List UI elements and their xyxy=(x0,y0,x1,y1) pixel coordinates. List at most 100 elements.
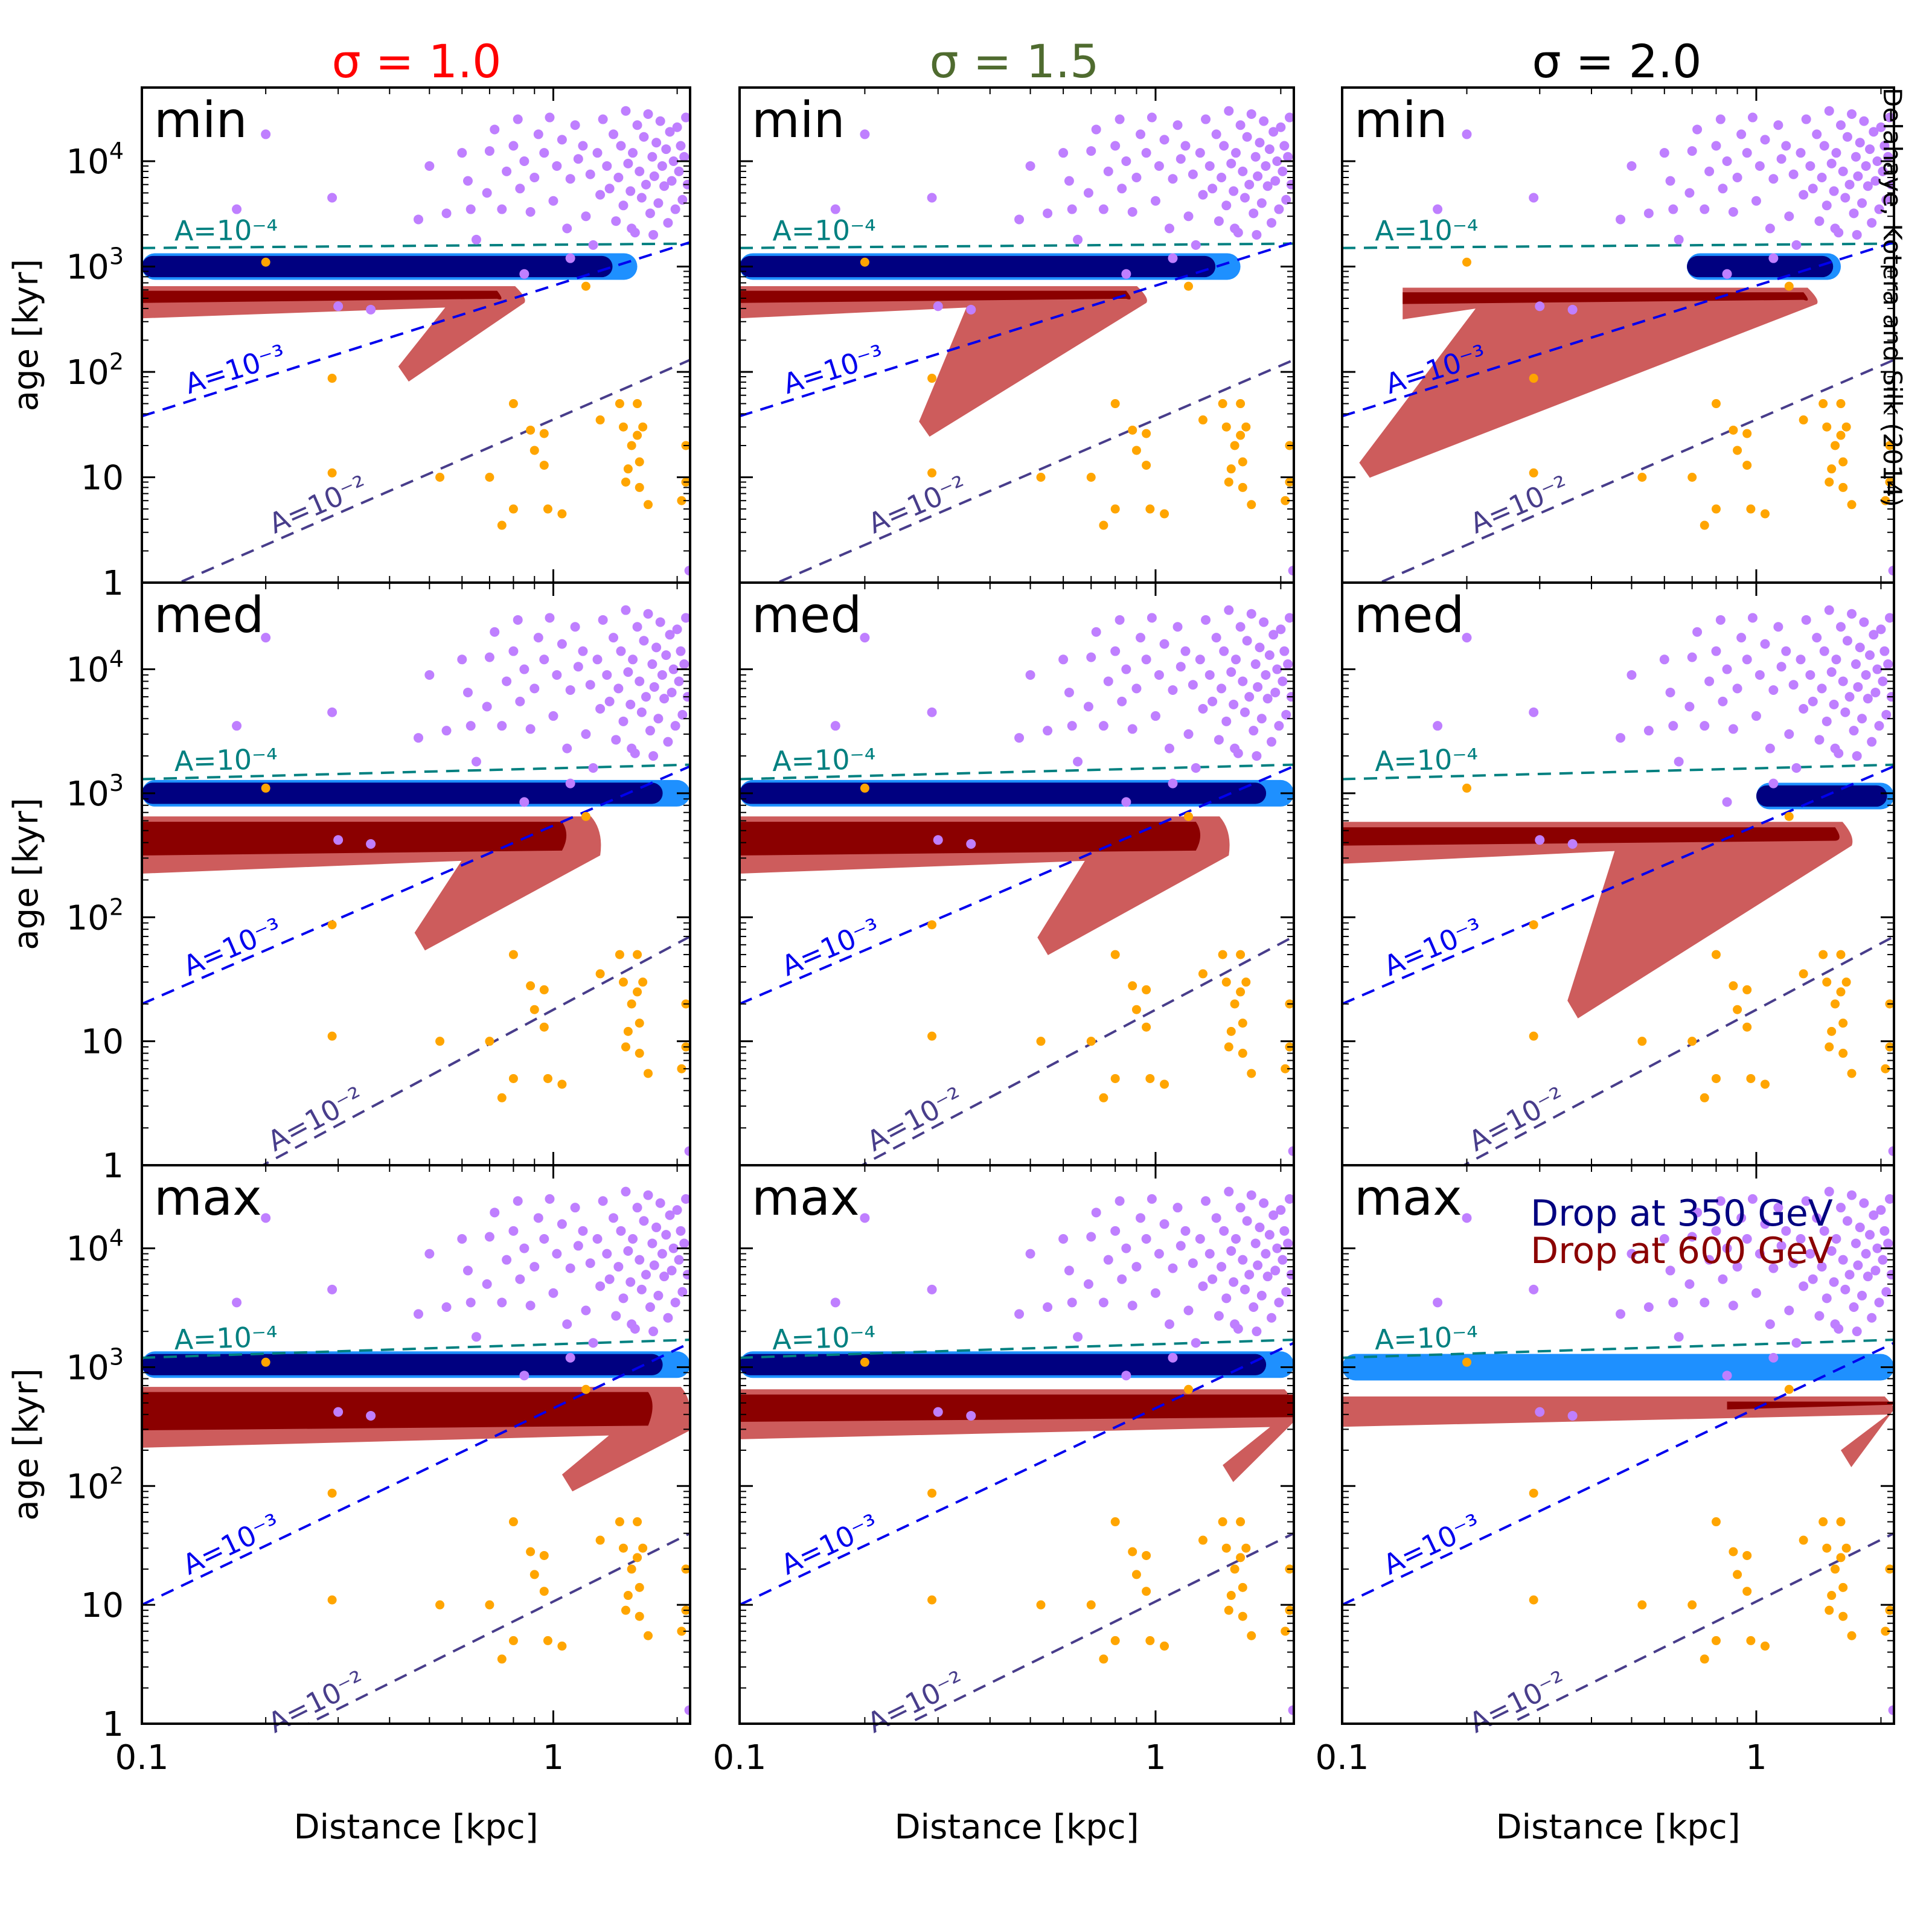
snr-point xyxy=(1529,374,1538,383)
pulsar-point xyxy=(1879,141,1890,151)
pulsar-point xyxy=(1852,229,1862,240)
pulsar-point xyxy=(1760,639,1770,649)
pulsar-point xyxy=(636,1284,647,1294)
pulsar-point xyxy=(602,1249,612,1259)
pulsar-point xyxy=(1172,1203,1183,1213)
panel-label: max xyxy=(752,1169,860,1227)
pulsar-point xyxy=(1242,132,1252,142)
pulsar-point xyxy=(1659,1234,1669,1244)
pulsar-point xyxy=(1567,304,1578,315)
pulsar-point xyxy=(1284,613,1294,623)
snr-point xyxy=(1247,500,1256,510)
snr-point xyxy=(1836,950,1846,959)
pulsar-point xyxy=(1164,743,1174,753)
pulsar-point xyxy=(545,1194,555,1204)
iso-line xyxy=(142,1342,690,1606)
snr-point xyxy=(1742,985,1752,994)
pulsar-point xyxy=(519,269,529,279)
pulsar-point xyxy=(1830,1319,1840,1329)
snr-point xyxy=(1224,477,1233,487)
pulsar-point xyxy=(1117,184,1127,194)
pulsar-point xyxy=(1224,1186,1234,1197)
pulsar-point xyxy=(1261,1249,1271,1259)
pulsar-point xyxy=(632,622,642,632)
snr-point xyxy=(497,1093,507,1102)
pulsar-point xyxy=(1262,694,1273,704)
pulsar-point xyxy=(1231,654,1241,665)
pulsar-point xyxy=(1870,176,1881,186)
snr-point xyxy=(1224,1605,1233,1615)
pulsar-point xyxy=(1238,1255,1248,1265)
pulsar-point xyxy=(502,676,512,686)
pulsar-point xyxy=(1874,1297,1884,1308)
pulsar-point xyxy=(1874,204,1884,214)
pulsar-point xyxy=(482,1279,492,1289)
snr-point xyxy=(1238,1019,1247,1028)
pulsar-point xyxy=(1888,1146,1894,1156)
pulsar-point xyxy=(1665,687,1675,697)
snr-point xyxy=(1110,950,1120,959)
pulsar-point xyxy=(1121,1371,1131,1381)
pulsar-point xyxy=(1224,106,1234,116)
pulsar-point xyxy=(1768,1352,1779,1363)
pulsar-point xyxy=(497,1297,507,1308)
pulsar-point xyxy=(333,301,344,312)
pulsar-point xyxy=(1773,120,1783,130)
snr-point xyxy=(618,1543,628,1553)
panel-frame xyxy=(738,581,1295,1166)
snr-point xyxy=(927,1488,937,1498)
pulsar-point xyxy=(625,699,636,709)
snr-point xyxy=(1687,1037,1697,1046)
pulsar-point xyxy=(1255,138,1265,148)
snr-point xyxy=(1711,1636,1721,1645)
pulsar-point xyxy=(655,116,665,126)
pulsar-point xyxy=(676,141,686,151)
pulsar-point xyxy=(1819,141,1829,151)
pulsar-point xyxy=(1229,699,1239,709)
pulsar-point xyxy=(1230,223,1240,234)
pulsar-point xyxy=(1283,152,1293,162)
pulsar-point xyxy=(465,721,476,731)
pulsar-point xyxy=(1881,1287,1892,1297)
snr-point xyxy=(1238,457,1247,467)
pulsar-point xyxy=(1141,148,1151,158)
pulsar-point xyxy=(1180,141,1191,151)
snr-point xyxy=(643,1069,653,1078)
blue-band-light xyxy=(1342,1354,1894,1381)
x-tick-label: 1 xyxy=(543,1738,565,1777)
snr-point xyxy=(1241,422,1251,432)
pulsar-point xyxy=(1198,1281,1208,1291)
pulsar-point xyxy=(672,624,682,635)
snr-point xyxy=(529,446,539,455)
pulsar-point xyxy=(1043,726,1053,736)
pulsar-point xyxy=(1091,627,1101,637)
pulsar-point xyxy=(966,839,976,849)
pulsar-point xyxy=(1276,122,1286,132)
snr-point xyxy=(1226,464,1236,474)
pulsar-point xyxy=(1722,156,1732,166)
pulsar-point xyxy=(1718,1274,1728,1284)
pulsar-point xyxy=(1083,188,1093,198)
pulsar-point xyxy=(1852,751,1862,761)
pulsar-point xyxy=(1668,1297,1678,1308)
pulsar-point xyxy=(1284,1194,1294,1204)
pulsar-point xyxy=(1147,1194,1157,1204)
snr-point xyxy=(1825,477,1834,487)
pulsar-point xyxy=(1842,132,1852,142)
pulsar-point xyxy=(1665,176,1675,186)
snr-point xyxy=(539,1022,549,1032)
pulsar-point xyxy=(1835,622,1846,632)
pulsar-point xyxy=(1262,181,1273,191)
pulsar-point xyxy=(684,1146,690,1156)
pulsar-point xyxy=(1279,141,1290,151)
pulsar-point xyxy=(1878,1255,1888,1265)
pulsar-point xyxy=(927,193,937,203)
pulsar-point xyxy=(1781,1226,1791,1236)
pulsar-point xyxy=(1147,613,1157,623)
snr-point xyxy=(1847,1631,1857,1640)
pulsar-point xyxy=(565,778,575,788)
iso-line xyxy=(905,1532,1294,1724)
pulsar-point xyxy=(1268,1210,1279,1220)
pulsar-point xyxy=(1674,1332,1684,1342)
